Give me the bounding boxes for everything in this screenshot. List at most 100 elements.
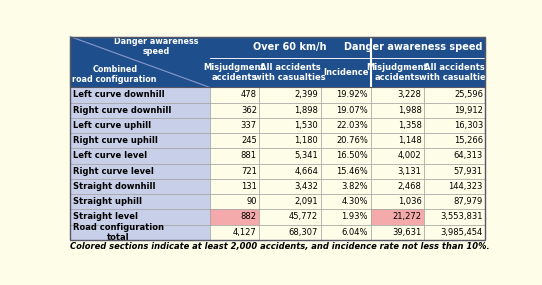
- Bar: [260, 194, 321, 209]
- Bar: [70, 103, 210, 118]
- Bar: [70, 225, 210, 240]
- Bar: [371, 87, 424, 103]
- Bar: [210, 103, 260, 118]
- Text: Left curve downhill: Left curve downhill: [73, 90, 165, 99]
- Bar: [371, 103, 424, 118]
- Text: 64,313: 64,313: [454, 151, 483, 160]
- Text: 131: 131: [241, 182, 257, 191]
- Text: Misjudgment
accidents: Misjudgment accidents: [204, 63, 265, 82]
- Text: 20.76%: 20.76%: [336, 136, 368, 145]
- Bar: [371, 164, 424, 179]
- Text: Misjudgment
accidents: Misjudgment accidents: [366, 63, 428, 82]
- Text: 3,432: 3,432: [294, 182, 318, 191]
- Text: 3,131: 3,131: [398, 167, 422, 176]
- Text: 3,553,831: 3,553,831: [441, 212, 483, 221]
- Bar: [371, 225, 424, 240]
- Text: 2,399: 2,399: [294, 90, 318, 99]
- Text: Right curve downhill: Right curve downhill: [73, 106, 171, 115]
- Text: 1.93%: 1.93%: [341, 212, 368, 221]
- Text: 1,988: 1,988: [398, 106, 422, 115]
- Bar: [70, 148, 210, 164]
- Text: 5,341: 5,341: [294, 151, 318, 160]
- Bar: [424, 103, 486, 118]
- Text: Left curve uphill: Left curve uphill: [73, 121, 151, 130]
- Text: 1,358: 1,358: [398, 121, 422, 130]
- Bar: [260, 225, 321, 240]
- Text: 6.04%: 6.04%: [341, 228, 368, 237]
- Text: Incidence: Incidence: [323, 68, 369, 77]
- Text: Over 60 km/h: Over 60 km/h: [253, 42, 327, 52]
- Bar: [260, 164, 321, 179]
- Bar: [321, 209, 371, 225]
- Text: 4,002: 4,002: [398, 151, 422, 160]
- Text: Danger awareness
speed: Danger awareness speed: [114, 37, 199, 56]
- Bar: [210, 194, 260, 209]
- Bar: [321, 87, 371, 103]
- Bar: [210, 133, 260, 148]
- Text: 15,266: 15,266: [454, 136, 483, 145]
- Text: Right curve level: Right curve level: [73, 167, 154, 176]
- Text: 1,898: 1,898: [294, 106, 318, 115]
- Bar: [424, 164, 486, 179]
- Text: Left curve level: Left curve level: [73, 151, 147, 160]
- Bar: [70, 179, 210, 194]
- Text: Colored sections indicate at least 2,000 accidents, and incidence rate not less : Colored sections indicate at least 2,000…: [70, 242, 490, 251]
- Bar: [70, 133, 210, 148]
- Text: 90: 90: [247, 197, 257, 206]
- Text: 144,323: 144,323: [449, 182, 483, 191]
- Bar: [371, 133, 424, 148]
- Bar: [424, 148, 486, 164]
- Bar: [260, 133, 321, 148]
- Text: 25,596: 25,596: [454, 90, 483, 99]
- Text: Danger awareness speed total: Danger awareness speed total: [344, 42, 512, 52]
- Text: 245: 245: [241, 136, 257, 145]
- Text: 19,912: 19,912: [454, 106, 483, 115]
- Bar: [260, 103, 321, 118]
- Bar: [371, 118, 424, 133]
- Bar: [424, 118, 486, 133]
- Text: Right curve uphill: Right curve uphill: [73, 136, 158, 145]
- Bar: [70, 164, 210, 179]
- Text: Road configuration
total: Road configuration total: [73, 223, 164, 242]
- Bar: [424, 209, 486, 225]
- Text: Straight uphill: Straight uphill: [73, 197, 142, 206]
- Text: 721: 721: [241, 167, 257, 176]
- Text: 16.50%: 16.50%: [336, 151, 368, 160]
- Bar: [424, 133, 486, 148]
- Text: 45,772: 45,772: [289, 212, 318, 221]
- Bar: [321, 118, 371, 133]
- Text: 21,272: 21,272: [392, 212, 422, 221]
- Bar: [371, 209, 424, 225]
- Text: 4,664: 4,664: [294, 167, 318, 176]
- Text: 19.07%: 19.07%: [336, 106, 368, 115]
- Text: 39,631: 39,631: [392, 228, 422, 237]
- Bar: [371, 148, 424, 164]
- Bar: [70, 87, 210, 103]
- Bar: [260, 87, 321, 103]
- Text: 16,303: 16,303: [454, 121, 483, 130]
- Bar: [321, 103, 371, 118]
- Bar: [260, 179, 321, 194]
- Text: 362: 362: [241, 106, 257, 115]
- Text: 882: 882: [241, 212, 257, 221]
- Bar: [371, 179, 424, 194]
- Text: 478: 478: [241, 90, 257, 99]
- Text: 881: 881: [241, 151, 257, 160]
- Bar: [210, 36, 371, 58]
- Text: 3,228: 3,228: [398, 90, 422, 99]
- Text: 2,468: 2,468: [398, 182, 422, 191]
- Bar: [424, 225, 486, 240]
- Text: Straight level: Straight level: [73, 212, 138, 221]
- Bar: [260, 209, 321, 225]
- Text: 68,307: 68,307: [289, 228, 318, 237]
- Text: 1,036: 1,036: [398, 197, 422, 206]
- Bar: [321, 194, 371, 209]
- Bar: [210, 164, 260, 179]
- Bar: [371, 194, 424, 209]
- Bar: [321, 133, 371, 148]
- Bar: [424, 87, 486, 103]
- Bar: [371, 36, 486, 58]
- Bar: [210, 225, 260, 240]
- Text: All accidents
with casualties: All accidents with casualties: [419, 63, 491, 82]
- Bar: [70, 118, 210, 133]
